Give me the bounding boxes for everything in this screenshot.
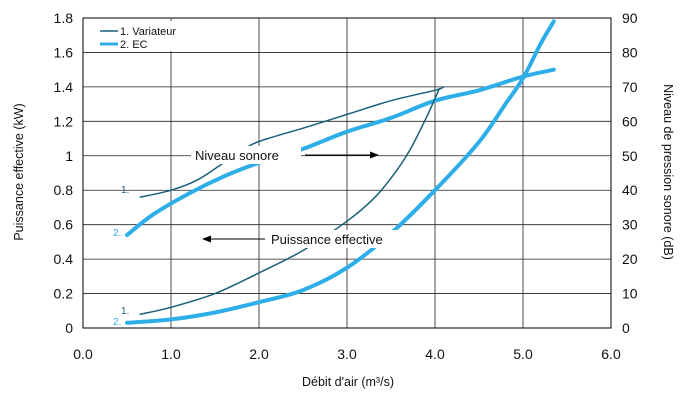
annotation-bg bbox=[268, 230, 408, 248]
y-right-axis-title: Niveau de pression sonore (dB) bbox=[661, 84, 675, 260]
y-right-tick-label: 90 bbox=[622, 10, 638, 26]
y-left-tick-labels: 0 0.2 0.4 0.6 0.8 1 1.2 1.4 1.6 1.8 bbox=[54, 10, 74, 336]
x-tick-labels: 0.0 1.0 2.0 3.0 4.0 5.0 6.0 bbox=[73, 346, 621, 362]
y-left-tick-label: 1.6 bbox=[54, 44, 74, 60]
curve-label-variateur-power: 1. bbox=[121, 306, 129, 317]
y-left-tick-label: 0.8 bbox=[54, 182, 74, 198]
y-left-axis-title: Puissance effective (kW) bbox=[12, 103, 26, 240]
y-right-tick-label: 50 bbox=[622, 148, 638, 164]
x-tick-label: 0.0 bbox=[73, 346, 93, 362]
x-axis-title: Débit d'air (m³/s) bbox=[302, 375, 394, 389]
legend: 1. Variateur 2. EC bbox=[95, 21, 205, 51]
y-left-tick-label: 0.2 bbox=[54, 286, 74, 302]
series-line-variateur-power bbox=[139, 87, 441, 315]
y-left-tick-label: 1.8 bbox=[54, 10, 74, 26]
y-left-tick-label: 1.4 bbox=[54, 79, 74, 95]
y-right-tick-label: 80 bbox=[622, 44, 638, 60]
y-right-tick-label: 70 bbox=[622, 79, 638, 95]
y-left-tick-label: 0.6 bbox=[54, 217, 74, 233]
series-line-ec-power bbox=[125, 19, 556, 325]
arrow-head-left-icon bbox=[202, 235, 211, 243]
plot-frame bbox=[82, 17, 612, 329]
y-right-tick-label: 40 bbox=[622, 182, 638, 198]
y-right-tick-labels: 0 10 20 30 40 50 60 70 80 90 bbox=[622, 10, 638, 336]
y-right-tick-label: 20 bbox=[622, 251, 638, 267]
legend-background bbox=[95, 21, 205, 51]
annotation-puissance-effective: Puissance effective bbox=[202, 230, 408, 248]
annotation-niveau-sonore: Niveau sonore bbox=[191, 146, 379, 164]
x-tick-label: 1.0 bbox=[161, 346, 181, 362]
y-right-tick-label: 30 bbox=[622, 217, 638, 233]
y-left-tick-label: 1 bbox=[65, 148, 73, 164]
x-tick-label: 2.0 bbox=[249, 346, 269, 362]
annotation-puissance-effective-text: Puissance effective bbox=[271, 232, 383, 247]
y-left-tick-label: 0.4 bbox=[54, 251, 74, 267]
annotation-niveau-sonore-text: Niveau sonore bbox=[195, 148, 279, 163]
curve-label-ec-sound: 2. bbox=[113, 228, 121, 239]
series-line-variateur-sound bbox=[139, 86, 445, 198]
annotation-bg bbox=[191, 146, 301, 164]
y-left-tick-label: 1.2 bbox=[54, 113, 74, 129]
legend-label-ec: 2. EC bbox=[120, 39, 148, 51]
y-left-tick-label: 0 bbox=[65, 320, 73, 336]
curve-label-ec-power: 2. bbox=[113, 317, 121, 328]
x-tick-label: 6.0 bbox=[601, 346, 621, 362]
series-line-ec-sound bbox=[125, 67, 556, 237]
curve-label-variateur-sound: 1. bbox=[121, 185, 129, 196]
x-tick-label: 4.0 bbox=[425, 346, 445, 362]
y-right-tick-label: 60 bbox=[622, 113, 638, 129]
y-right-tick-label: 10 bbox=[622, 286, 638, 302]
series-lines bbox=[125, 19, 556, 325]
y-right-tick-label: 0 bbox=[622, 320, 630, 336]
legend-label-variateur: 1. Variateur bbox=[120, 26, 176, 38]
arrow-head-right-icon bbox=[370, 151, 379, 159]
x-tick-label: 3.0 bbox=[337, 346, 357, 362]
x-tick-label: 5.0 bbox=[513, 346, 533, 362]
